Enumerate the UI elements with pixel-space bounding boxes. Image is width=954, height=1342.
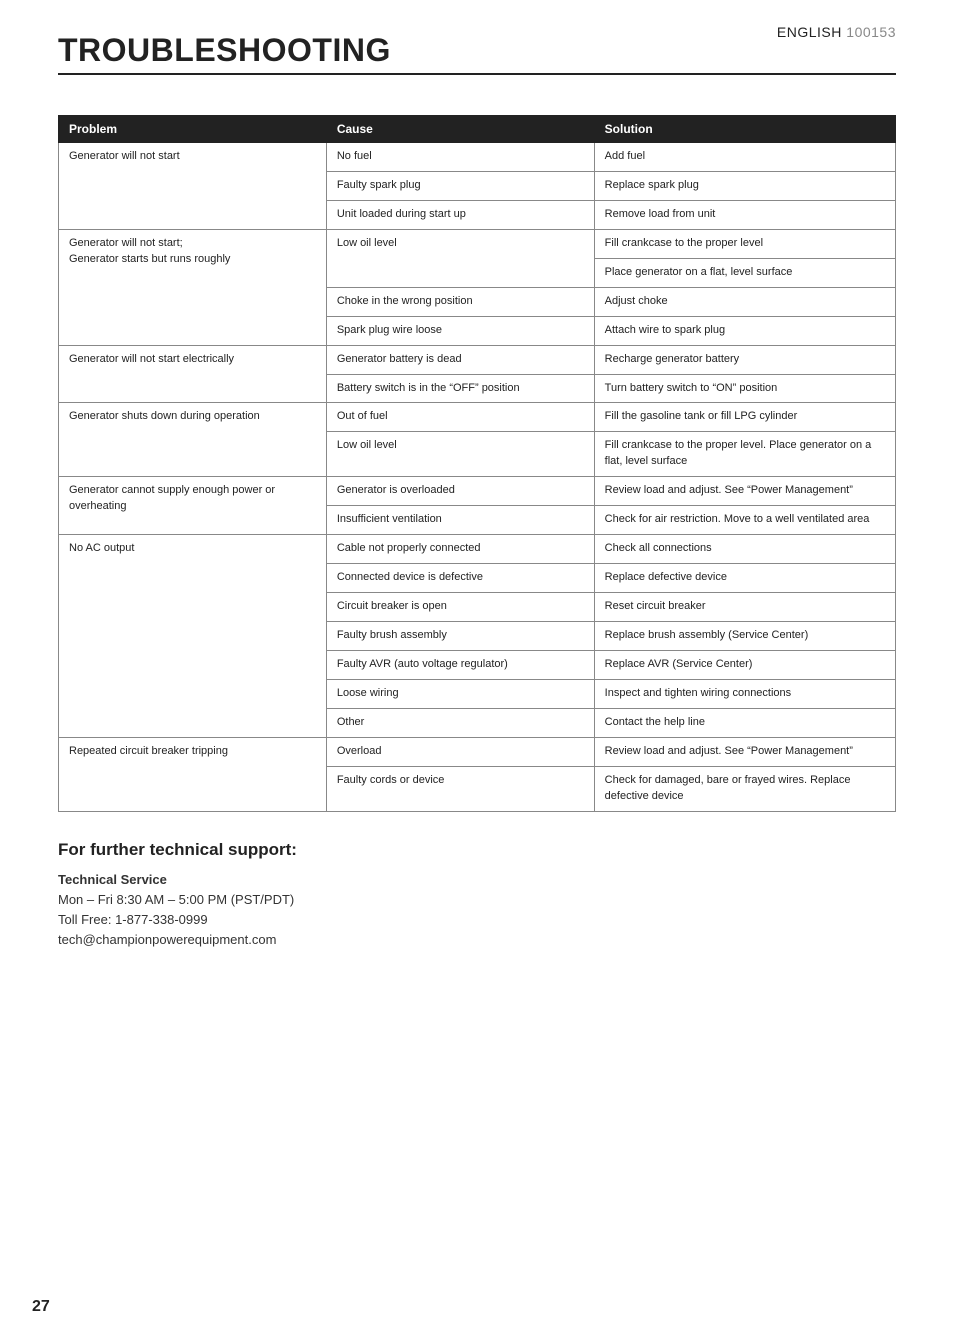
cause-cell: Faulty spark plug (326, 171, 594, 200)
cause-cell: Cable not properly connected (326, 535, 594, 564)
solution-cell: Add fuel (594, 143, 895, 172)
solution-cell: Attach wire to spark plug (594, 316, 895, 345)
cause-cell: Overload (326, 737, 594, 766)
table-row: No AC outputCable not properly connected… (59, 535, 896, 564)
col-header-cause: Cause (326, 116, 594, 143)
cause-cell: Choke in the wrong position (326, 287, 594, 316)
solution-cell: Fill crankcase to the proper level (594, 229, 895, 258)
table-row: Generator shuts down during operationOut… (59, 403, 896, 432)
problem-cell: Generator will not start (59, 143, 327, 230)
cause-cell: Generator is overloaded (326, 477, 594, 506)
support-section: For further technical support: Technical… (58, 840, 896, 951)
problem-cell: Generator will not start;Generator start… (59, 229, 327, 345)
cause-cell: Circuit breaker is open (326, 593, 594, 622)
solution-cell: Contact the help line (594, 708, 895, 737)
solution-cell: Replace spark plug (594, 171, 895, 200)
cause-cell: Faulty brush assembly (326, 621, 594, 650)
support-email: tech@championpowerequipment.com (58, 930, 896, 950)
page-header: ENGLISH 100153 TROUBLESHOOTING (58, 24, 896, 75)
table-row: Repeated circuit breaker trippingOverloa… (59, 737, 896, 766)
solution-cell: Turn battery switch to “ON” position (594, 374, 895, 403)
solution-cell: Place generator on a flat, level surface (594, 258, 895, 287)
troubleshooting-table: Problem Cause Solution Generator will no… (58, 115, 896, 812)
table-row: Generator will not start;Generator start… (59, 229, 896, 258)
cause-cell: Connected device is defective (326, 564, 594, 593)
cause-cell: Battery switch is in the “OFF” position (326, 374, 594, 403)
solution-cell: Replace brush assembly (Service Center) (594, 621, 895, 650)
table-body: Generator will not startNo fuelAdd fuelF… (59, 143, 896, 812)
solution-cell: Review load and adjust. See “Power Manag… (594, 477, 895, 506)
support-service-title: Technical Service (58, 870, 896, 890)
cause-cell: Spark plug wire loose (326, 316, 594, 345)
solution-cell: Fill crankcase to the proper level. Plac… (594, 432, 895, 477)
cause-cell: Generator battery is dead (326, 345, 594, 374)
problem-cell: No AC output (59, 535, 327, 738)
support-hours: Mon – Fri 8:30 AM – 5:00 PM (PST/PDT) (58, 890, 896, 910)
solution-cell: Inspect and tighten wiring connections (594, 679, 895, 708)
cause-cell: Loose wiring (326, 679, 594, 708)
solution-cell: Replace defective device (594, 564, 895, 593)
solution-cell: Review load and adjust. See “Power Manag… (594, 737, 895, 766)
problem-cell: Generator will not start electrically (59, 345, 327, 403)
solution-cell: Check for air restriction. Move to a wel… (594, 506, 895, 535)
support-block: Technical Service Mon – Fri 8:30 AM – 5:… (58, 870, 896, 951)
problem-cell: Repeated circuit breaker tripping (59, 737, 327, 811)
solution-cell: Fill the gasoline tank or fill LPG cylin… (594, 403, 895, 432)
table-row: Generator cannot supply enough power or … (59, 477, 896, 506)
cause-cell: Low oil level (326, 229, 594, 287)
solution-cell: Reset circuit breaker (594, 593, 895, 622)
table-header-row: Problem Cause Solution (59, 116, 896, 143)
cause-cell: Out of fuel (326, 403, 594, 432)
problem-cell: Generator cannot supply enough power or … (59, 477, 327, 535)
cause-cell: Insufficient ventilation (326, 506, 594, 535)
cause-cell: Faulty cords or device (326, 766, 594, 811)
solution-cell: Remove load from unit (594, 200, 895, 229)
page-title: TROUBLESHOOTING (58, 32, 896, 75)
table-row: Generator will not start electricallyGen… (59, 345, 896, 374)
support-heading: For further technical support: (58, 840, 896, 860)
solution-cell: Recharge generator battery (594, 345, 895, 374)
support-phone: Toll Free: 1-877-338-0999 (58, 910, 896, 930)
problem-cell: Generator shuts down during operation (59, 403, 327, 477)
cause-cell: Low oil level (326, 432, 594, 477)
solution-cell: Check all connections (594, 535, 895, 564)
page-number: 27 (32, 1298, 50, 1316)
cause-cell: Other (326, 708, 594, 737)
cause-cell: Faulty AVR (auto voltage regulator) (326, 650, 594, 679)
col-header-solution: Solution (594, 116, 895, 143)
solution-cell: Check for damaged, bare or frayed wires.… (594, 766, 895, 811)
cause-cell: Unit loaded during start up (326, 200, 594, 229)
table-row: Generator will not startNo fuelAdd fuel (59, 143, 896, 172)
solution-cell: Replace AVR (Service Center) (594, 650, 895, 679)
cause-cell: No fuel (326, 143, 594, 172)
col-header-problem: Problem (59, 116, 327, 143)
solution-cell: Adjust choke (594, 287, 895, 316)
